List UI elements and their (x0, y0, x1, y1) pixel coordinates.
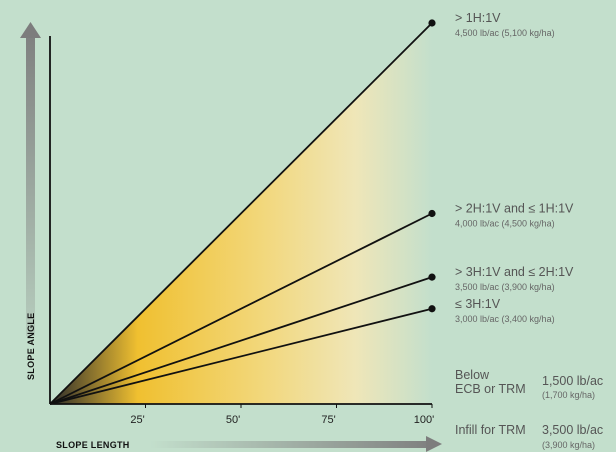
note-infill-trm: Infill for TRM 3,500 lb/ac (3,900 kg/ha) (455, 423, 603, 450)
x-tick-label: 75' (321, 414, 335, 426)
series-name-label: > 1H:1V (455, 11, 501, 25)
x-ticks: 25' 50' 75' 100' (130, 404, 434, 426)
note-infill-trm-rate: 3,500 lb/ac (542, 423, 603, 437)
x-axis-label: SLOPE LENGTH (56, 440, 130, 450)
series-name-label: > 2H:1V and ≤ 1H:1V (455, 202, 574, 216)
note-infill-trm-metric: (3,900 kg/ha) (542, 440, 595, 450)
note-below-ecb: Below ECB or TRM 1,500 lb/ac (1,700 kg/h… (455, 368, 603, 400)
series-end-point (428, 210, 435, 217)
slope-length-arrow (150, 436, 442, 452)
note-below-ecb-metric: (1,700 kg/ha) (542, 390, 595, 400)
note-below-ecb-line2: ECB or TRM (455, 382, 526, 396)
series-rate-label: 4,500 lb/ac (5,100 kg/ha) (455, 28, 555, 38)
series-end-point (428, 19, 435, 26)
series-rate-label: 3,500 lb/ac (3,900 kg/ha) (455, 282, 555, 292)
note-below-ecb-line1: Below (455, 368, 490, 382)
x-tick-label: 100' (414, 414, 434, 426)
note-infill-trm-label: Infill for TRM (455, 423, 526, 437)
series-name-label: ≤ 3H:1V (455, 297, 501, 311)
slope-angle-arrow (20, 22, 41, 336)
y-axis-label: SLOPE ANGLE (26, 313, 36, 380)
series-end-point (428, 274, 435, 281)
x-tick-label: 50' (226, 414, 240, 426)
note-below-ecb-rate: 1,500 lb/ac (542, 374, 603, 388)
series-end-point (428, 305, 435, 312)
series-labels: > 1H:1V 4,500 lb/ac (5,100 kg/ha) > 2H:1V … (455, 11, 574, 324)
x-tick-label: 25' (130, 414, 144, 426)
series-rate-label: 4,000 lb/ac (4,500 kg/ha) (455, 219, 555, 229)
series-rate-label: 3,000 lb/ac (3,400 kg/ha) (455, 314, 555, 324)
series-name-label: > 3H:1V and ≤ 2H:1V (455, 265, 574, 279)
